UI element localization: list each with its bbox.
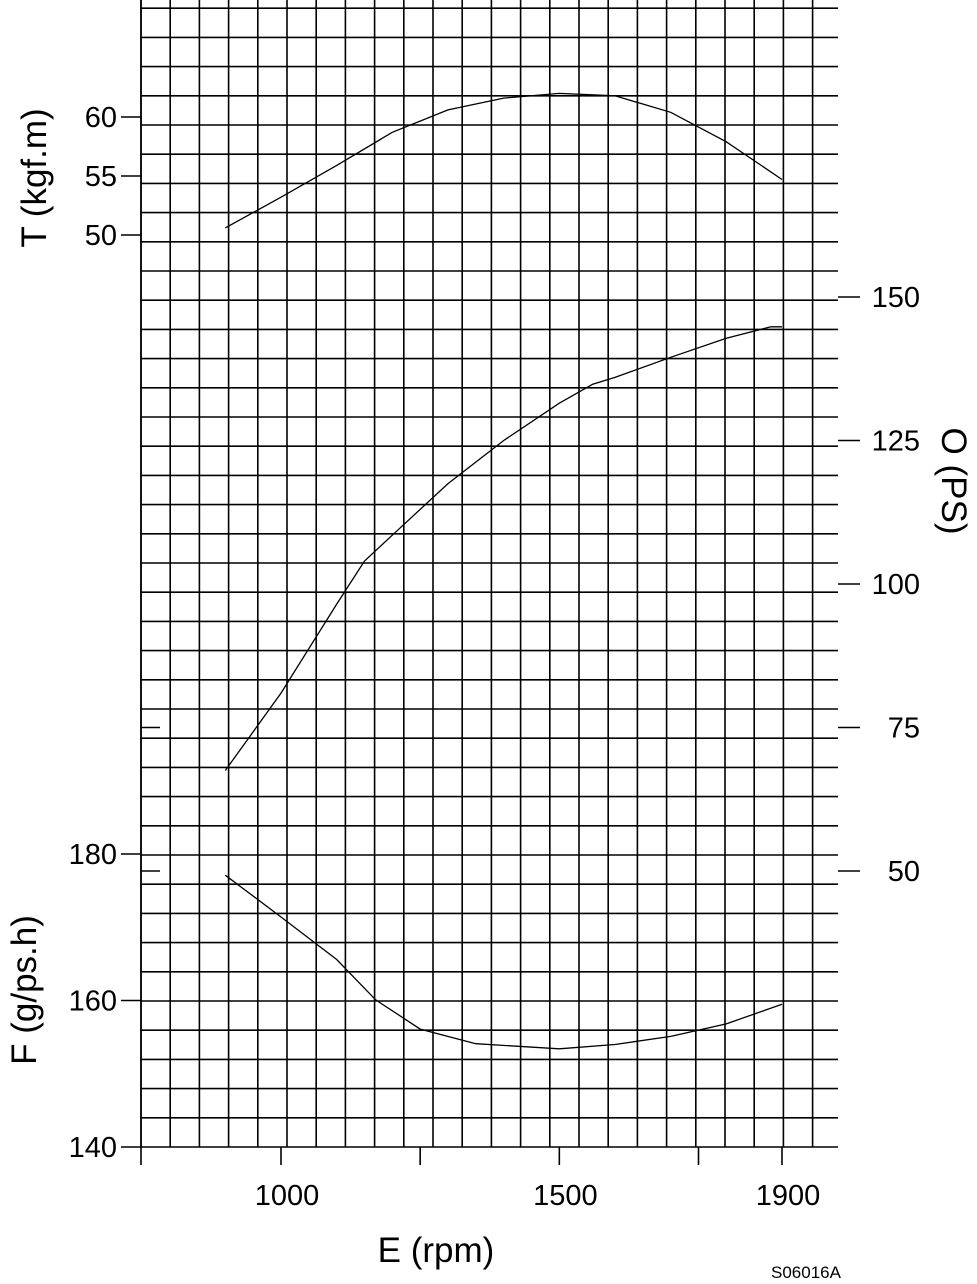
rpm-axis-title: E (rpm) xyxy=(378,1231,495,1270)
x-tick-label: 1000 xyxy=(255,1180,320,1212)
fuel-tick-label: 180 xyxy=(69,839,117,871)
power-tick-label: 125 xyxy=(872,426,920,458)
torque-axis-title: T (kgf.m) xyxy=(15,108,54,247)
torque-tick-label: 60 xyxy=(85,102,117,134)
curves xyxy=(224,92,783,1050)
power-tick-label: 75 xyxy=(888,713,920,745)
axis-ticks xyxy=(121,116,860,1165)
grid xyxy=(140,0,838,1148)
power-tick-label: 100 xyxy=(872,569,920,601)
x-tick-label: 1900 xyxy=(756,1180,821,1212)
figure-code: S06016A xyxy=(771,1263,842,1282)
power-tick-label: 150 xyxy=(872,282,920,314)
power-curve xyxy=(224,326,782,771)
power-tick-label: 50 xyxy=(888,856,920,888)
x-tick-label: 1500 xyxy=(533,1180,598,1212)
torque-tick-label: 50 xyxy=(85,220,117,252)
torque-tick-label: 55 xyxy=(85,161,117,193)
power-axis-title: O (PS) xyxy=(934,428,973,535)
fuel-axis-title: F (g/ps.h) xyxy=(5,915,44,1065)
torque-curve xyxy=(224,92,783,229)
fuel-curve xyxy=(224,874,783,1050)
fuel-tick-label: 160 xyxy=(69,986,117,1018)
fuel-tick-label: 140 xyxy=(69,1132,117,1164)
tick-labels: 1000 1500 1900 50 55 60 140 160 180 50 75 100 125 150 xyxy=(69,102,920,1212)
